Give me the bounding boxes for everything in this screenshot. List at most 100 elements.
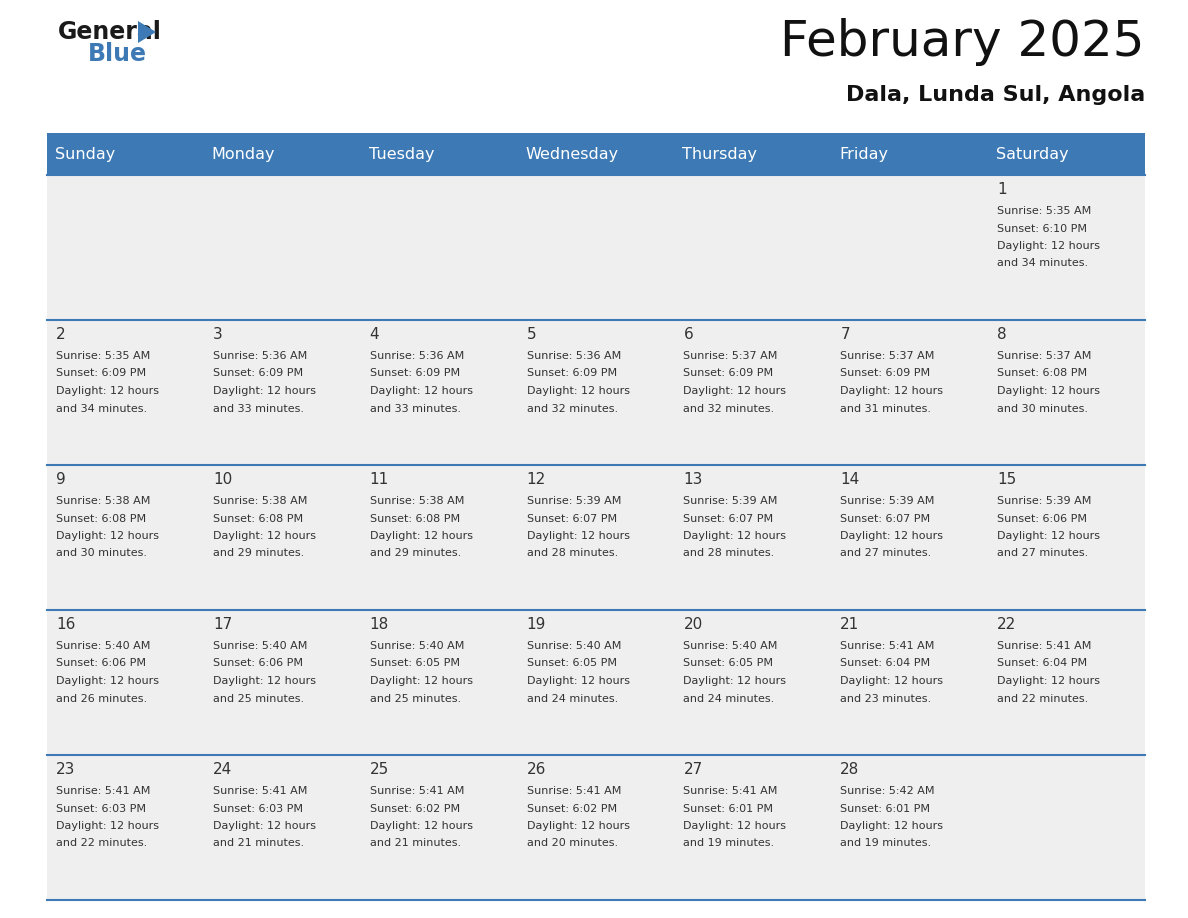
Text: and 32 minutes.: and 32 minutes. xyxy=(526,404,618,413)
Bar xyxy=(48,175,204,320)
Text: 6: 6 xyxy=(683,327,693,342)
Text: and 22 minutes.: and 22 minutes. xyxy=(997,693,1088,703)
Text: 5: 5 xyxy=(526,327,536,342)
Text: Sunset: 6:09 PM: Sunset: 6:09 PM xyxy=(56,368,146,378)
Text: Sunrise: 5:41 AM: Sunrise: 5:41 AM xyxy=(526,786,621,796)
Bar xyxy=(361,320,518,465)
Text: Sunrise: 5:42 AM: Sunrise: 5:42 AM xyxy=(840,786,935,796)
Text: Daylight: 12 hours: Daylight: 12 hours xyxy=(526,821,630,831)
Text: and 30 minutes.: and 30 minutes. xyxy=(997,404,1088,413)
Text: Sunrise: 5:38 AM: Sunrise: 5:38 AM xyxy=(369,496,465,506)
Text: and 26 minutes.: and 26 minutes. xyxy=(56,693,147,703)
Text: Saturday: Saturday xyxy=(996,147,1069,162)
Text: Sunrise: 5:41 AM: Sunrise: 5:41 AM xyxy=(213,786,308,796)
Bar xyxy=(675,465,832,610)
Bar xyxy=(518,755,675,900)
Bar xyxy=(204,755,361,900)
Text: Sunrise: 5:39 AM: Sunrise: 5:39 AM xyxy=(997,496,1092,506)
Text: Sunrise: 5:36 AM: Sunrise: 5:36 AM xyxy=(369,351,465,361)
Text: 18: 18 xyxy=(369,617,388,632)
Bar xyxy=(204,610,361,755)
Text: Daylight: 12 hours: Daylight: 12 hours xyxy=(213,821,316,831)
Text: Daylight: 12 hours: Daylight: 12 hours xyxy=(213,531,316,541)
Bar xyxy=(361,755,518,900)
Bar xyxy=(48,133,204,175)
Text: Daylight: 12 hours: Daylight: 12 hours xyxy=(997,386,1100,396)
Text: and 29 minutes.: and 29 minutes. xyxy=(213,548,304,558)
Text: 20: 20 xyxy=(683,617,702,632)
Text: and 25 minutes.: and 25 minutes. xyxy=(369,693,461,703)
Text: 24: 24 xyxy=(213,762,232,777)
Bar xyxy=(518,465,675,610)
Text: Dala, Lunda Sul, Angola: Dala, Lunda Sul, Angola xyxy=(846,85,1145,105)
Bar xyxy=(832,320,988,465)
Text: Daylight: 12 hours: Daylight: 12 hours xyxy=(56,386,159,396)
Text: Sunset: 6:05 PM: Sunset: 6:05 PM xyxy=(683,658,773,668)
Text: and 34 minutes.: and 34 minutes. xyxy=(997,259,1088,268)
Text: 15: 15 xyxy=(997,472,1017,487)
Text: 4: 4 xyxy=(369,327,379,342)
Text: 7: 7 xyxy=(840,327,849,342)
Text: Sunrise: 5:40 AM: Sunrise: 5:40 AM xyxy=(683,641,778,651)
Text: and 33 minutes.: and 33 minutes. xyxy=(369,404,461,413)
Text: 16: 16 xyxy=(56,617,75,632)
Text: Daylight: 12 hours: Daylight: 12 hours xyxy=(683,676,786,686)
Text: Daylight: 12 hours: Daylight: 12 hours xyxy=(840,386,943,396)
Text: 8: 8 xyxy=(997,327,1006,342)
Text: Sunrise: 5:40 AM: Sunrise: 5:40 AM xyxy=(369,641,465,651)
Text: Sunset: 6:07 PM: Sunset: 6:07 PM xyxy=(526,513,617,523)
Text: February 2025: February 2025 xyxy=(781,18,1145,66)
Text: and 24 minutes.: and 24 minutes. xyxy=(526,693,618,703)
Text: Sunrise: 5:37 AM: Sunrise: 5:37 AM xyxy=(997,351,1092,361)
Text: and 29 minutes.: and 29 minutes. xyxy=(369,548,461,558)
Text: Sunrise: 5:40 AM: Sunrise: 5:40 AM xyxy=(56,641,151,651)
Text: Sunrise: 5:41 AM: Sunrise: 5:41 AM xyxy=(997,641,1092,651)
Bar xyxy=(204,465,361,610)
Text: Sunset: 6:09 PM: Sunset: 6:09 PM xyxy=(526,368,617,378)
Text: Sunset: 6:02 PM: Sunset: 6:02 PM xyxy=(526,803,617,813)
Text: Sunset: 6:09 PM: Sunset: 6:09 PM xyxy=(683,368,773,378)
Bar xyxy=(988,320,1145,465)
Text: 11: 11 xyxy=(369,472,388,487)
Bar xyxy=(48,465,204,610)
Text: 25: 25 xyxy=(369,762,388,777)
Text: Sunset: 6:06 PM: Sunset: 6:06 PM xyxy=(213,658,303,668)
Text: Daylight: 12 hours: Daylight: 12 hours xyxy=(997,676,1100,686)
Bar xyxy=(48,755,204,900)
Text: Friday: Friday xyxy=(839,147,889,162)
Text: 22: 22 xyxy=(997,617,1017,632)
Text: 9: 9 xyxy=(56,472,65,487)
Bar xyxy=(518,175,675,320)
Text: and 27 minutes.: and 27 minutes. xyxy=(840,548,931,558)
Text: Sunset: 6:07 PM: Sunset: 6:07 PM xyxy=(683,513,773,523)
Bar xyxy=(832,175,988,320)
Bar xyxy=(361,465,518,610)
Bar xyxy=(988,465,1145,610)
Bar xyxy=(832,610,988,755)
Bar xyxy=(518,610,675,755)
Text: Daylight: 12 hours: Daylight: 12 hours xyxy=(526,531,630,541)
Text: Sunset: 6:08 PM: Sunset: 6:08 PM xyxy=(213,513,303,523)
Text: Sunrise: 5:35 AM: Sunrise: 5:35 AM xyxy=(56,351,150,361)
Text: Sunset: 6:09 PM: Sunset: 6:09 PM xyxy=(369,368,460,378)
Text: Sunset: 6:04 PM: Sunset: 6:04 PM xyxy=(997,658,1087,668)
Polygon shape xyxy=(138,21,156,43)
Text: Sunrise: 5:40 AM: Sunrise: 5:40 AM xyxy=(526,641,621,651)
Bar xyxy=(518,133,675,175)
Text: Sunrise: 5:35 AM: Sunrise: 5:35 AM xyxy=(997,206,1092,216)
Text: and 19 minutes.: and 19 minutes. xyxy=(683,838,775,848)
Text: Daylight: 12 hours: Daylight: 12 hours xyxy=(369,531,473,541)
Text: and 28 minutes.: and 28 minutes. xyxy=(526,548,618,558)
Text: and 30 minutes.: and 30 minutes. xyxy=(56,548,147,558)
Text: Sunrise: 5:41 AM: Sunrise: 5:41 AM xyxy=(840,641,935,651)
Text: Daylight: 12 hours: Daylight: 12 hours xyxy=(369,386,473,396)
Text: and 25 minutes.: and 25 minutes. xyxy=(213,693,304,703)
Bar xyxy=(48,610,204,755)
Bar xyxy=(204,175,361,320)
Bar xyxy=(832,755,988,900)
Text: 19: 19 xyxy=(526,617,546,632)
Text: Sunrise: 5:41 AM: Sunrise: 5:41 AM xyxy=(56,786,151,796)
Text: and 23 minutes.: and 23 minutes. xyxy=(840,693,931,703)
Bar xyxy=(361,133,518,175)
Bar xyxy=(675,610,832,755)
